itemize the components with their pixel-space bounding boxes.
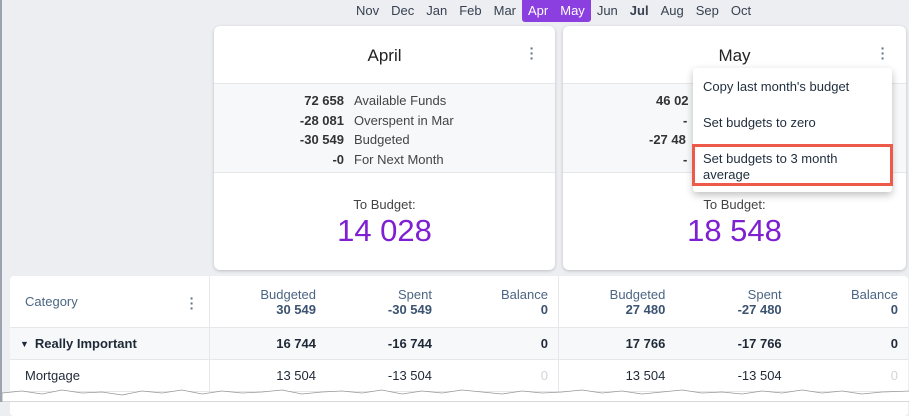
budgeted-label: Budgeted xyxy=(260,286,316,302)
highlighted-menu-item[interactable]: Set budgets to 3 month average xyxy=(692,144,893,186)
balance: 0 xyxy=(890,336,898,351)
month-may[interactable]: May xyxy=(554,0,591,22)
summary: 72 658 Available Funds -28 081 Overspent i… xyxy=(214,83,555,173)
category-header: Category · · · xyxy=(10,276,210,327)
month-mar[interactable]: Mar xyxy=(493,3,517,18)
category-name[interactable]: Mortgage xyxy=(10,360,210,391)
group-row[interactable]: ▼ Really Important 16 744 -16 744 0 17 766 -… xyxy=(10,328,908,360)
value: -0 xyxy=(332,151,344,167)
balance: 0 xyxy=(890,368,898,383)
month-selector: Nov Dec Jan Feb Mar Apr May Jun Jul Aug … xyxy=(350,0,757,22)
april-card: April · · · 72 658 Available Funds -28 081 O… xyxy=(214,26,555,270)
balance-total: 0 xyxy=(890,301,898,317)
month-jan[interactable]: Jan xyxy=(426,3,448,18)
month-feb[interactable]: Feb xyxy=(459,3,482,18)
month-apr[interactable]: Apr xyxy=(522,0,555,22)
value: 72 658 xyxy=(304,93,344,109)
value: -28 081 xyxy=(299,112,344,128)
month-aug[interactable]: Aug xyxy=(660,3,684,18)
more-vertical-icon[interactable]: · · · xyxy=(529,40,535,66)
balance-total: 0 xyxy=(540,301,548,317)
april-header: Budgeted 30 549 Spent -30 549 Balance 0 xyxy=(210,276,559,327)
label: For Next Month xyxy=(354,151,444,167)
budgeted-label: Budgeted xyxy=(609,286,666,302)
to-budget-amount: 14 028 xyxy=(337,213,432,248)
to-budget-amount: 18 548 xyxy=(687,213,782,248)
card-title: May xyxy=(718,46,751,65)
balance: 0 xyxy=(540,368,548,383)
menu-item-3-month-average[interactable]: Set budgets to 3 month average xyxy=(703,151,838,182)
month-sep[interactable]: Sep xyxy=(695,3,719,18)
spent-total: -27 480 xyxy=(737,301,782,317)
spent-label: Spent xyxy=(398,286,432,302)
group-name: Really Important xyxy=(34,336,137,351)
balance-label: Balance xyxy=(851,286,898,302)
spent-label: Spent xyxy=(747,286,782,302)
month-nov[interactable]: Nov xyxy=(356,3,380,18)
table-header: Category · · · Budgeted 30 549 Spent -30 549 … xyxy=(10,276,908,328)
may-header: Budgeted 27 480 Spent -27 480 Balance 0 xyxy=(559,276,908,327)
budgeted[interactable]: 16 744 xyxy=(276,336,316,351)
balance: 0 xyxy=(540,336,548,351)
value: 46 02 xyxy=(656,93,689,109)
value: -30 549 xyxy=(299,132,344,148)
month-jul[interactable]: Jul xyxy=(629,3,649,18)
spent: -16 744 xyxy=(387,336,432,351)
spent: -17 766 xyxy=(737,336,782,351)
category-label: Category xyxy=(25,294,78,309)
budgeted-total: 30 549 xyxy=(276,301,316,317)
month-dec[interactable]: Dec xyxy=(391,3,415,18)
to-budget-label: To Budget: xyxy=(353,197,416,212)
menu-item-copy-last-month[interactable]: Copy last month's budget xyxy=(703,79,850,94)
value: -27 48 xyxy=(649,132,686,148)
budgeted[interactable]: 17 766 xyxy=(625,336,666,351)
caret-down-icon[interactable]: ▼ xyxy=(20,338,29,349)
value: - xyxy=(683,151,688,167)
month-jun[interactable]: Jun xyxy=(596,3,618,18)
value: - xyxy=(683,112,688,128)
budgeted[interactable]: 13 504 xyxy=(625,368,666,383)
torn-edge xyxy=(2,389,909,402)
to-budget-label: To Budget: xyxy=(703,197,766,212)
label: Budgeted xyxy=(354,132,410,148)
month-oct[interactable]: Oct xyxy=(730,3,752,18)
spent[interactable]: -13 504 xyxy=(737,368,782,383)
card-title: April xyxy=(367,46,402,65)
more-vertical-icon[interactable]: · · · xyxy=(189,290,195,316)
spent-total: -30 549 xyxy=(387,301,432,317)
label: Overspent in Mar xyxy=(354,112,454,128)
more-vertical-icon[interactable]: · · · xyxy=(880,40,886,66)
menu-item-set-zero[interactable]: Set budgets to zero xyxy=(703,115,816,130)
label: Available Funds xyxy=(354,93,447,109)
budgeted[interactable]: 13 504 xyxy=(276,368,316,383)
budgeted-total: 27 480 xyxy=(625,301,666,317)
spent[interactable]: -13 504 xyxy=(387,368,432,383)
balance-label: Balance xyxy=(501,286,548,302)
